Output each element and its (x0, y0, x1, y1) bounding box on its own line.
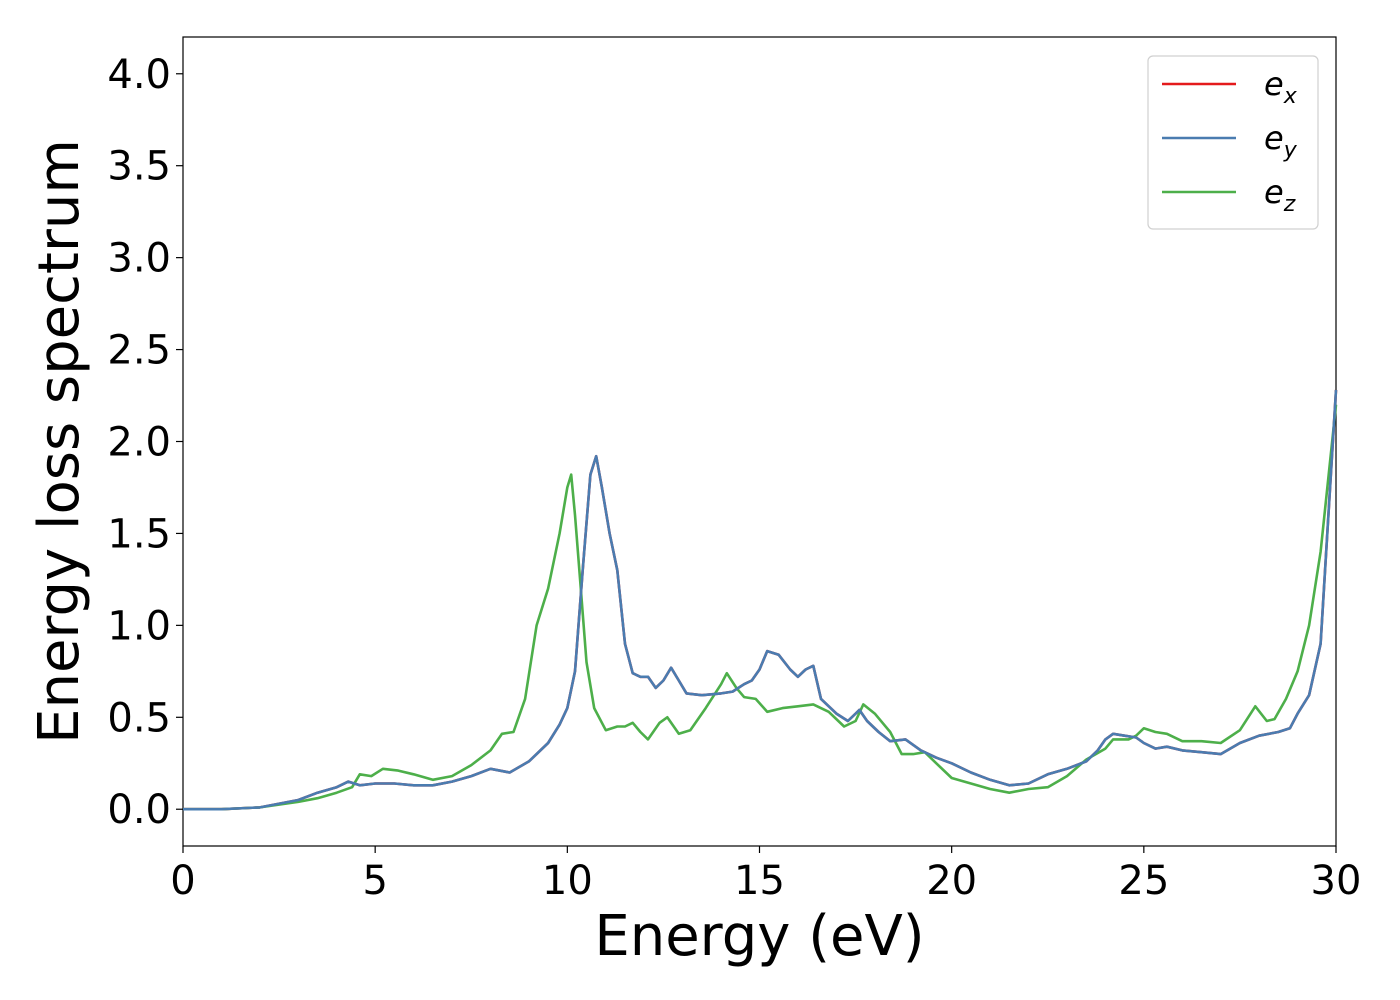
y-axis-label: Energy loss spectrum (27, 139, 92, 744)
x-tick-label: 15 (734, 858, 785, 904)
x-tick-label: 5 (362, 858, 387, 904)
y-tick-label: 3.5 (107, 144, 171, 190)
series-line-z (183, 404, 1338, 811)
y-tick-label: 1.5 (107, 511, 171, 557)
x-tick-label: 30 (1311, 858, 1362, 904)
x-tick-label: 25 (1118, 858, 1169, 904)
y-tick-label: 2.5 (107, 328, 171, 374)
x-tick-label: 10 (542, 858, 593, 904)
legend-label-z: ez (1264, 173, 1296, 217)
x-tick-label: 0 (170, 858, 195, 904)
legend-label-y: ey (1264, 119, 1298, 163)
y-tick-label: 0.0 (107, 787, 171, 833)
legend-box (1147, 55, 1319, 230)
x-tick-label: 20 (926, 858, 977, 904)
y-tick-label: 3.0 (107, 236, 171, 282)
legend-label-x: ex (1264, 65, 1298, 109)
x-axis-label: Energy (eV) (594, 904, 924, 969)
axis-ticks: 0 5 10 15 20 25 30 0.0 0.5 1.0 1.5 2.0 2.5 3.0 3.5 4.0 (107, 52, 1361, 904)
y-tick-label: 1.0 (107, 603, 171, 649)
y-tick-label: 0.5 (107, 695, 171, 741)
y-tick-label: 2.0 (107, 420, 171, 466)
series-line-y (183, 389, 1338, 811)
y-tick-label: 4.0 (107, 52, 171, 98)
legend: ex ey ez (1147, 55, 1319, 230)
series-lines (183, 389, 1338, 811)
